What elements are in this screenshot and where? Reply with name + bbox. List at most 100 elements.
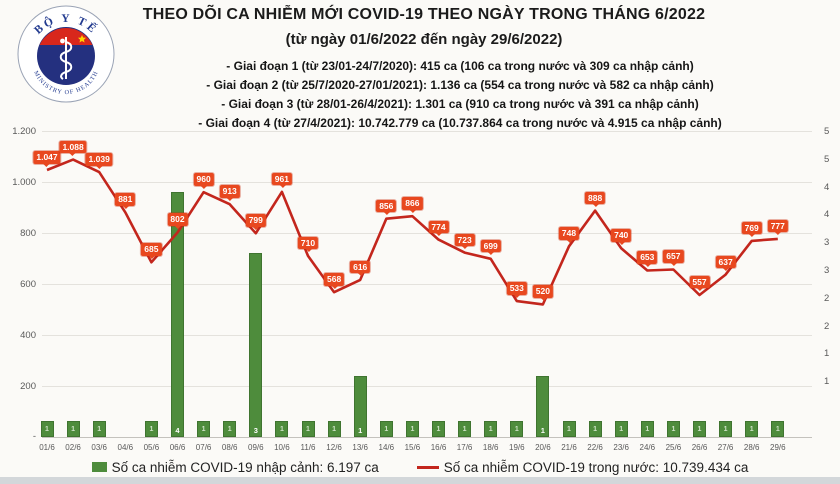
line-value-badge-28-6: 769: [741, 221, 762, 237]
legend-item-imported: Số ca nhiễm COVID-19 nhập cảnh: 6.197 ca: [91, 459, 379, 475]
imported-bar-17-6: 1: [458, 421, 472, 437]
line-value-badge-24-6: 653: [637, 251, 658, 267]
logo-star-icon: [78, 35, 86, 43]
imported-bar-value: 1: [567, 426, 571, 433]
imported-bar-11-6: 1: [301, 421, 315, 437]
imported-bar-26-6: 1: [693, 421, 706, 437]
x-axis-label-22-6: 22/6: [587, 443, 603, 452]
left-axis-tick: 800: [20, 228, 36, 239]
line-value-badge-29-6: 777: [767, 219, 788, 235]
imported-bar-value: 1: [384, 426, 389, 433]
phase-summary-block: - Giai đoạn 1 (từ 23/01-24/7/2020): 415 …: [80, 57, 840, 133]
imported-bar-03-6: 1: [92, 421, 106, 437]
right-axis-tick: 1: [824, 376, 830, 388]
line-value-badge-18-6: 699: [480, 239, 501, 255]
x-axis-label-06-6: 06/6: [169, 443, 186, 452]
imported-bar-value: 1: [671, 426, 676, 433]
gridline-400: [42, 335, 812, 336]
gridline-1000: [42, 182, 812, 183]
x-axis-label-18-6: 18/6: [482, 443, 499, 452]
x-axis-label-01-6: 01/6: [39, 443, 55, 452]
imported-bar-value: 1: [697, 426, 702, 433]
imported-bar-27-6: 1: [719, 421, 733, 437]
page-subtitle: (từ ngày 01/6/2022 đến ngày 29/6/2022): [285, 31, 563, 48]
imported-bar-value: 1: [540, 425, 545, 435]
right-axis-tick: 5: [824, 126, 830, 137]
line-value-badge-21-6: 748: [558, 227, 580, 243]
imported-bar-24-6: 1: [640, 421, 654, 437]
imported-bar-value: 1: [332, 426, 337, 433]
left-axis-tick: 600: [20, 279, 36, 290]
domestic-line: [46, 158, 778, 306]
x-axis-label-10-6: 10/6: [274, 443, 290, 452]
line-value-badge-12-6: 568: [324, 273, 345, 289]
x-axis-label-05-6: 05/6: [143, 443, 160, 452]
imported-bar-18-6: 1: [484, 421, 498, 437]
line-value-badge-25-6: 657: [663, 250, 684, 266]
imported-bar-09-6: 3: [249, 253, 263, 437]
left-axis-tick: 400: [20, 330, 36, 341]
line-value-badge-17-6: 723: [454, 233, 475, 249]
x-axis-label-24-6: 24/6: [639, 443, 656, 452]
line-value-badge-14-6: 856: [376, 199, 397, 215]
left-axis-tick-zero: -: [32, 431, 36, 442]
green-bar-swatch-icon: [91, 462, 107, 472]
right-axis-tick: 5: [824, 153, 830, 165]
phase-line-4: - Giai đoạn 4 (từ 27/4/2021): 10.742.779…: [198, 116, 722, 130]
imported-bar-13-6: 1: [353, 375, 367, 437]
x-axis-label-09-6: 09/6: [248, 443, 264, 452]
imported-bar-value: 1: [514, 426, 519, 433]
imported-bar-06-6: 4: [171, 192, 184, 437]
line-value-badge-22-6: 888: [585, 191, 606, 207]
imported-bar-value: 1: [462, 426, 467, 433]
x-axis-label-21-6: 21/6: [561, 443, 577, 452]
imported-bar-19-6: 1: [510, 421, 524, 437]
imported-bar-22-6: 1: [588, 421, 602, 437]
x-axis-baseline: [42, 437, 812, 438]
imported-bar-value: 1: [279, 426, 284, 433]
imported-bar-value: 1: [358, 425, 363, 435]
line-value-badge-03-6: 1.039: [85, 153, 113, 168]
line-value-badge-23-6: 740: [611, 229, 632, 245]
right-axis-tick: 3: [824, 265, 830, 276]
line-value-badge-07-6: 960: [193, 173, 214, 189]
imported-bar-14-6: 1: [379, 421, 393, 437]
line-value-badge-19-6: 533: [506, 282, 527, 297]
chart-legend: Số ca nhiễm COVID-19 nhập cảnh: 6.197 ca…: [0, 458, 840, 476]
legend-domestic-label: Số ca nhiễm COVID-19 trong nước: 10.739.…: [443, 459, 749, 475]
x-axis-label-11-6: 11/6: [300, 443, 316, 452]
x-axis-label-28-6: 28/6: [743, 443, 760, 452]
imported-bar-value: 1: [436, 426, 441, 433]
imported-bar-value: 1: [410, 426, 415, 433]
phase-line-1: - Giai đoạn 1 (từ 23/01-24/7/2020): 415 …: [226, 59, 694, 73]
line-value-badge-27-6: 637: [715, 255, 736, 271]
gridline-1200: [42, 131, 812, 132]
x-axis-label-13-6: 13/6: [352, 443, 368, 452]
imported-bar-value: 1: [201, 426, 206, 433]
left-axis-tick: 1.000: [12, 177, 36, 188]
x-axis-label-19-6: 19/6: [509, 443, 525, 452]
line-value-badge-20-6: 520: [532, 285, 553, 301]
imported-bar-16-6: 1: [432, 421, 445, 437]
x-axis-label-15-6: 15/6: [404, 443, 421, 452]
left-axis-tick: 1.200: [12, 126, 36, 137]
imported-bar-12-6: 1: [327, 421, 341, 437]
imported-bar-07-6: 1: [197, 421, 211, 437]
imported-bar-01-6: 1: [40, 421, 54, 437]
legend-imported-label: Số ca nhiễm COVID-19 nhập cảnh: 6.197 ca: [111, 459, 379, 475]
imported-bar-value: 1: [619, 426, 624, 433]
line-value-badge-04-6: 881: [115, 193, 136, 209]
phase-line-2: - Giai đoạn 2 (từ 25/7/2020-27/01/2021):…: [206, 78, 714, 92]
right-axis-tick: 2: [824, 320, 830, 332]
imported-bar-25-6: 1: [666, 421, 680, 437]
page-title: THEO DÕI CA NHIỄM MỚI COVID-19 THEO NGÀY…: [142, 6, 706, 23]
line-value-badge-06-6: 802: [167, 213, 188, 229]
imported-bar-10-6: 1: [275, 421, 289, 437]
logo-asclepius-rod: [65, 37, 67, 79]
logo-red-band: [39, 28, 93, 45]
line-value-badge-08-6: 913: [219, 185, 240, 201]
x-axis-label-20-6: 20/6: [535, 443, 551, 452]
legend-item-domestic: Số ca nhiễm COVID-19 trong nước: 10.739.…: [416, 459, 749, 475]
